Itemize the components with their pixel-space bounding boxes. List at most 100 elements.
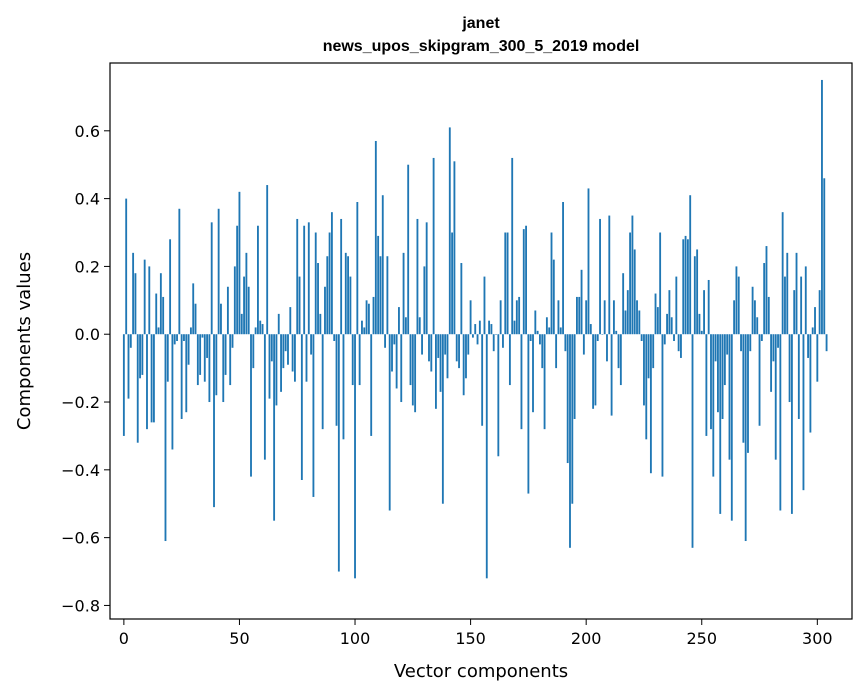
y-tick-label: 0.0 bbox=[75, 325, 100, 344]
bar bbox=[141, 334, 144, 375]
bar bbox=[356, 202, 359, 335]
bar bbox=[201, 334, 204, 338]
bar bbox=[777, 334, 779, 348]
bar bbox=[735, 266, 738, 335]
bar bbox=[749, 334, 752, 352]
bar bbox=[624, 310, 627, 335]
bar bbox=[652, 334, 655, 369]
bar bbox=[786, 252, 789, 335]
y-tick-label: −0.8 bbox=[61, 596, 100, 615]
y-tick-label: 0.6 bbox=[75, 122, 100, 141]
bar bbox=[180, 334, 183, 419]
bar bbox=[282, 334, 285, 369]
bar bbox=[294, 334, 296, 382]
bar bbox=[439, 334, 442, 392]
bar bbox=[388, 334, 391, 511]
bar bbox=[393, 334, 396, 345]
x-axis-label: Vector components bbox=[394, 661, 568, 682]
bar bbox=[257, 225, 259, 335]
bar bbox=[666, 313, 668, 335]
bar bbox=[705, 334, 708, 436]
bar bbox=[619, 334, 622, 386]
bar bbox=[640, 334, 643, 341]
x-tick-label: 200 bbox=[571, 629, 602, 648]
y-tick-label: −0.6 bbox=[61, 529, 100, 548]
bar bbox=[374, 140, 377, 335]
bar bbox=[700, 330, 703, 335]
bar bbox=[273, 334, 276, 521]
bar bbox=[747, 334, 749, 453]
bar bbox=[474, 324, 477, 335]
bar bbox=[314, 232, 317, 335]
bar bbox=[307, 222, 310, 335]
bar bbox=[781, 212, 784, 335]
bar bbox=[379, 256, 382, 335]
bar bbox=[289, 307, 292, 335]
bar bbox=[159, 273, 162, 335]
bar bbox=[275, 334, 278, 406]
bar bbox=[215, 334, 218, 396]
bar bbox=[520, 334, 523, 430]
bar bbox=[213, 334, 215, 508]
bar bbox=[421, 334, 423, 355]
bar bbox=[367, 303, 370, 335]
bar bbox=[606, 334, 608, 362]
bar bbox=[418, 317, 421, 335]
bar bbox=[548, 327, 551, 335]
plot-area-frame bbox=[109, 62, 853, 620]
bar bbox=[726, 334, 729, 355]
bar bbox=[455, 334, 458, 362]
bar bbox=[587, 188, 590, 335]
bar bbox=[742, 334, 745, 443]
bar bbox=[552, 259, 555, 335]
bar bbox=[816, 334, 819, 382]
bar bbox=[192, 283, 195, 335]
bar bbox=[196, 334, 199, 386]
bar bbox=[224, 334, 227, 375]
bar bbox=[626, 290, 629, 335]
bar bbox=[557, 300, 560, 335]
chart-title-line1: janet bbox=[461, 15, 500, 32]
bar bbox=[365, 300, 368, 335]
bar bbox=[733, 300, 736, 335]
bar bbox=[675, 276, 678, 335]
bar bbox=[409, 334, 412, 386]
bar bbox=[250, 334, 252, 477]
y-axis-ticks: −0.8 −0.6 −0.4 −0.2 0.0 0.2 0.4 0.6 bbox=[61, 122, 110, 615]
bar bbox=[240, 313, 243, 335]
bar bbox=[511, 157, 514, 335]
bar bbox=[744, 334, 747, 542]
bar bbox=[164, 334, 167, 542]
bar bbox=[622, 273, 625, 335]
bar bbox=[233, 266, 236, 335]
bar bbox=[576, 296, 578, 335]
bar bbox=[772, 334, 775, 362]
bar bbox=[513, 320, 516, 335]
bar bbox=[788, 334, 791, 403]
bar bbox=[344, 252, 347, 335]
bar bbox=[280, 334, 282, 392]
bar bbox=[122, 334, 125, 436]
bar bbox=[370, 334, 373, 436]
bar bbox=[545, 317, 548, 335]
bar bbox=[247, 286, 250, 335]
bar bbox=[303, 225, 306, 335]
bar bbox=[779, 334, 782, 511]
bar bbox=[185, 334, 188, 413]
bar bbox=[633, 249, 636, 335]
bar bbox=[770, 334, 773, 392]
bar bbox=[737, 276, 740, 335]
bar bbox=[287, 334, 289, 365]
bar bbox=[326, 256, 329, 335]
bar bbox=[499, 300, 502, 335]
bar bbox=[712, 334, 715, 477]
bar bbox=[395, 334, 398, 389]
bar bbox=[391, 334, 393, 372]
bar bbox=[629, 232, 632, 335]
bar bbox=[719, 334, 722, 514]
bar bbox=[162, 296, 165, 335]
bar bbox=[723, 334, 726, 386]
bar bbox=[199, 334, 202, 375]
bar bbox=[721, 334, 724, 419]
